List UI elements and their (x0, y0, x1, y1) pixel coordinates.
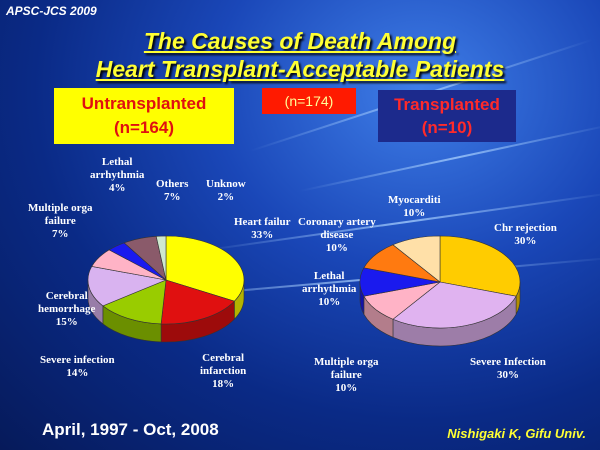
slice-label-myocarditis: Myocarditi 10% (388, 194, 441, 219)
conference-label: APSC-JCS 2009 (6, 4, 97, 18)
untransplanted-slice-7 (155, 235, 167, 281)
transplanted-slice-5 (392, 235, 441, 283)
slice-label-severe-infection-tx: Severe Infection 30% (470, 356, 546, 381)
slice-label-cerebral-hemorrhage: Cerebral hemorrhage 15% (38, 290, 96, 328)
slice-label-cerebral-infarction: Cerebral infarction 18% (200, 352, 247, 390)
slide-title-line2: Heart Transplant-Acceptable Patients (95, 56, 505, 82)
untransplanted-slice-3 (87, 266, 168, 307)
slice-label-chronic-rejection: Chr rejection 30% (494, 222, 557, 247)
slice-label-multiple-organ-failure-tx: Multiple orga failure 10% (314, 356, 379, 394)
untransplanted-slice-2 (102, 279, 167, 325)
transplanted-title: Transplanted (n=10) (378, 90, 516, 142)
slice-label-lethal-arrhythmia-tx: Lethal arrhythmia 10% (302, 270, 357, 308)
credit-label: Nishigaki K, Gifu Univ. (447, 426, 586, 441)
period-label: April, 1997 - Oct, 2008 (42, 420, 219, 439)
slice-label-lethal-arrhythmia: Lethal arrhythmia 4% (90, 156, 145, 194)
transplanted-slice-0 (439, 235, 521, 297)
transplanted-slice-1 (392, 281, 517, 329)
untransplanted-slice-0 (165, 235, 245, 302)
slice-label-heart-failure: Heart failur 33% (234, 216, 291, 241)
slice-label-severe-infection: Severe infection 14% (40, 354, 115, 379)
slice-label-coronary-artery-disease: Coronary artery disease 10% (298, 216, 376, 254)
slice-label-unknown: Unknow 2% (206, 178, 246, 203)
untransplanted-slice-1 (160, 279, 235, 325)
slice-label-multiple-organ-failure: Multiple orga failure 7% (28, 202, 93, 240)
total-count-badge: (n=174) (262, 88, 356, 114)
untransplanted-title: Untransplanted (n=164) (54, 88, 234, 144)
slice-label-others: Others 7% (156, 178, 189, 203)
slide-title-line1: The Causes of Death Among (143, 28, 457, 54)
